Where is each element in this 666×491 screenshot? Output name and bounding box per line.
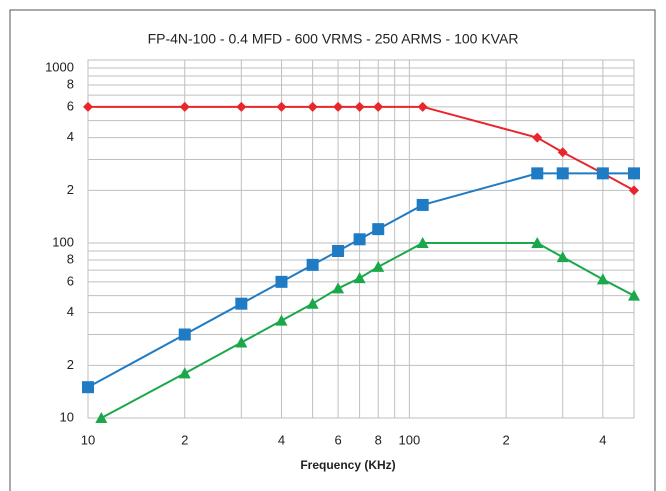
marker — [306, 297, 319, 309]
y-tick-label: 100 — [52, 234, 74, 249]
x-tick-label: 2 — [502, 432, 509, 447]
x-tick-label: 100 — [399, 432, 421, 447]
y-tick-label: 4 — [67, 304, 74, 319]
marker — [306, 258, 319, 271]
marker — [596, 167, 609, 180]
marker — [372, 223, 385, 236]
marker — [83, 101, 93, 112]
marker — [276, 101, 287, 112]
marker — [531, 237, 544, 248]
marker — [417, 101, 428, 112]
marker — [82, 381, 94, 394]
marker — [307, 101, 318, 112]
series-line — [88, 105, 635, 192]
y-tick-label: 8 — [67, 251, 74, 266]
marker — [532, 132, 543, 143]
marker — [179, 101, 190, 112]
marker — [353, 233, 366, 246]
x-tick-label: 10 — [81, 432, 95, 447]
marker — [95, 412, 108, 423]
y-tick-label: 1000 — [45, 59, 74, 74]
marker — [629, 185, 639, 196]
marker — [556, 167, 569, 180]
marker — [333, 101, 344, 112]
marker — [416, 237, 429, 248]
x-tick-label: 4 — [599, 432, 606, 447]
marker — [236, 101, 247, 112]
y-tick-label: 4 — [67, 129, 74, 144]
marker — [556, 251, 569, 263]
marker — [628, 289, 640, 301]
x-tick-label: 8 — [375, 432, 382, 447]
chart-frame — [9, 9, 656, 491]
chart-title: FP-4N-100 - 0.4 MFD - 600 VRMS - 250 ARM… — [148, 31, 519, 47]
marker — [596, 273, 609, 285]
x-axis-label: Frequency (KHz) — [300, 458, 395, 472]
marker — [178, 367, 191, 379]
marker — [235, 297, 248, 310]
y-tick-label: 2 — [67, 357, 74, 372]
marker — [372, 260, 385, 272]
marker — [354, 101, 365, 112]
y-tick-label: 8 — [67, 76, 74, 91]
marker — [557, 147, 568, 158]
x-tick-label: 4 — [278, 432, 285, 447]
marker — [332, 282, 345, 294]
y-tick-label: 6 — [67, 273, 74, 288]
marker — [628, 167, 640, 180]
marker — [275, 275, 288, 288]
marker — [416, 198, 429, 211]
marker — [275, 314, 288, 326]
y-tick-label: 6 — [67, 98, 74, 113]
marker — [235, 336, 248, 348]
marker — [353, 272, 366, 284]
y-tick-label: 10 — [60, 409, 74, 424]
x-tick-label: 6 — [334, 432, 341, 447]
marker — [373, 101, 384, 112]
x-tick-label: 2 — [181, 432, 188, 447]
marker — [531, 167, 544, 180]
marker — [332, 245, 345, 258]
y-tick-label: 2 — [67, 182, 74, 197]
marker — [178, 328, 191, 341]
